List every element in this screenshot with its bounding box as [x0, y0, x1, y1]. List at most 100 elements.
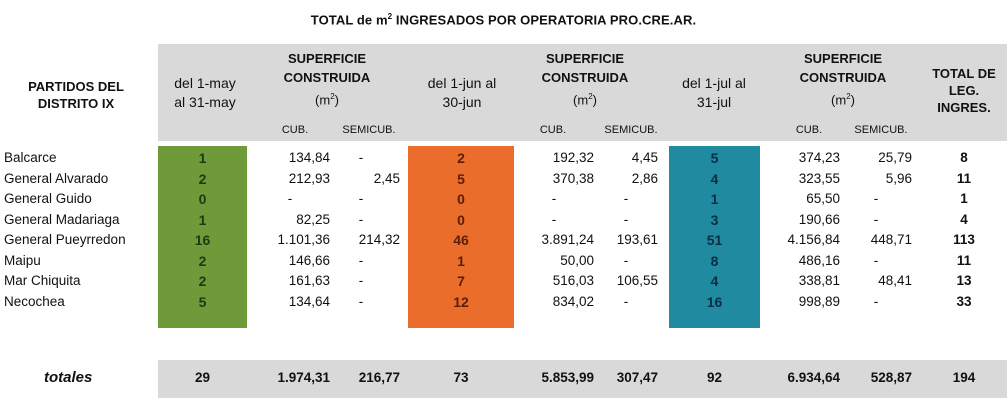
jul-cub-cell: 338,81	[798, 273, 840, 288]
jul-cub-cell: 190,66	[798, 211, 840, 227]
totals-jul-count: 92	[706, 370, 723, 385]
jul-count-cell: 16	[706, 293, 723, 310]
jun-count-column	[408, 146, 514, 328]
jul-semicub-cell: -	[873, 191, 879, 206]
total-cell: 4	[960, 211, 968, 227]
totals-jun-semicub: 307,47	[616, 370, 658, 385]
header-band	[158, 44, 1007, 141]
may-cub-cell: 1.101,36	[277, 232, 330, 247]
may-count-cell: 2	[198, 170, 207, 187]
may-semicub-cell: -	[358, 211, 364, 227]
jul-cub-cell: 998,89	[798, 293, 840, 309]
jul-semicub-cell: -	[873, 252, 879, 268]
may-count-cell: 0	[198, 191, 207, 207]
total-cell: 13	[956, 273, 972, 288]
may-semicub-cell: 214,32	[358, 232, 400, 247]
partido-cell: Balcarce	[4, 150, 57, 165]
may-cub-cell: 146,66	[288, 252, 330, 268]
jul-cub-cell: 65,50	[806, 191, 840, 206]
jul-cub-cell: 374,23	[798, 150, 840, 165]
jul-count-column	[669, 146, 760, 328]
jun-semicub-cell: -	[623, 211, 629, 227]
partido-cell: General Guido	[4, 191, 92, 206]
jul-semicub-cell: 25,79	[878, 150, 912, 165]
header-period-jun: del 1-jun al 30-jun	[427, 75, 497, 110]
header-semicub-jun: SEMICUB.	[604, 124, 658, 136]
jul-count-cell: 8	[710, 252, 719, 269]
may-cub-cell: 212,93	[288, 170, 330, 186]
may-count-cell: 16	[194, 232, 211, 248]
jul-semicub-cell: -	[873, 211, 879, 227]
total-cell: 11	[956, 170, 972, 186]
jun-semicub-cell: 2,86	[631, 170, 658, 186]
may-semicub-cell: -	[358, 273, 364, 288]
total-cell: 113	[953, 232, 975, 247]
totals-may-semicub: 216,77	[358, 370, 400, 385]
may-semicub-cell: -	[358, 191, 364, 206]
totals-label: totales	[44, 369, 93, 386]
jun-count-cell: 2	[457, 150, 465, 166]
may-cub-cell: 134,84	[288, 150, 330, 165]
jul-count-cell: 51	[706, 232, 723, 248]
jul-count-cell: 1	[710, 191, 719, 207]
jul-semicub-cell: 5,96	[885, 170, 912, 186]
jun-cub-cell: 370,38	[552, 170, 594, 186]
jul-semicub-cell: 448,71	[870, 232, 912, 247]
partido-cell: General Alvarado	[4, 170, 109, 186]
header-semicub-may: SEMICUB.	[342, 124, 396, 136]
header-cub-may: CUB.	[281, 124, 309, 136]
totals-band	[158, 360, 1007, 398]
jun-count-cell: 0	[457, 191, 465, 207]
totals-may-count: 29	[194, 370, 211, 385]
jun-cub-cell: 834,02	[552, 293, 594, 309]
partido-cell: Necochea	[4, 293, 65, 309]
header-total: TOTAL DE LEG. INGRES.	[932, 66, 996, 115]
totals-jun-cub: 5.853,99	[541, 370, 594, 385]
may-cub-cell: 134,64	[288, 293, 330, 309]
jun-count-cell: 5	[457, 170, 465, 187]
may-semicub-cell: -	[358, 293, 364, 309]
may-cub-cell: -	[287, 191, 293, 206]
may-count-cell: 5	[198, 293, 207, 310]
jul-cub-cell: 486,16	[798, 252, 840, 268]
jun-semicub-cell: -	[623, 191, 629, 206]
may-count-cell: 1	[198, 211, 207, 228]
header-partidos: PARTIDOS DEL DISTRITO IX	[28, 79, 124, 111]
totals-total: 194	[952, 370, 976, 385]
total-cell: 8	[960, 150, 968, 165]
jun-count-cell: 7	[457, 273, 465, 289]
jun-semicub-cell: 4,45	[631, 150, 658, 165]
may-semicub-cell: -	[358, 150, 364, 165]
jun-cub-cell: 516,03	[552, 273, 594, 288]
header-superficie-jul: SUPERFICIE CONSTRUIDA (m2)	[799, 51, 887, 108]
jun-count-cell: 12	[453, 293, 469, 310]
header-semicub-jul: SEMICUB.	[854, 124, 908, 136]
table-title: TOTAL de m2 INGRESADOS POR OPERATORIA PR…	[310, 12, 697, 28]
jul-count-cell: 4	[710, 273, 719, 289]
may-semicub-cell: 2,45	[373, 170, 400, 186]
jul-cub-cell: 323,55	[798, 170, 840, 186]
header-cub-jul: CUB.	[795, 124, 823, 136]
jun-cub-cell: -	[551, 191, 557, 206]
partido-cell: Maipu	[4, 252, 41, 268]
may-count-cell: 2	[198, 273, 207, 289]
jul-cub-cell: 4.156,84	[787, 232, 840, 247]
partido-cell: General Madariaga	[4, 211, 120, 227]
jul-count-cell: 4	[710, 170, 719, 187]
totals-jul-cub: 6.934,64	[787, 370, 840, 385]
jun-semicub-cell: 106,55	[616, 273, 658, 288]
jul-semicub-cell: 48,41	[878, 273, 912, 288]
jun-count-cell: 46	[453, 232, 469, 248]
header-superficie-jun: SUPERFICIE CONSTRUIDA (m2)	[541, 51, 629, 108]
total-cell: 11	[956, 252, 972, 268]
jun-cub-cell: 192,32	[552, 150, 594, 165]
jun-cub-cell: -	[551, 211, 557, 227]
jun-count-cell: 1	[457, 252, 465, 269]
jun-count-cell: 0	[457, 211, 465, 228]
jun-semicub-cell: 193,61	[616, 232, 658, 247]
may-count-cell: 1	[198, 150, 207, 166]
totals-jun-count: 73	[453, 370, 469, 385]
total-cell: 1	[960, 191, 968, 206]
may-cub-cell: 82,25	[296, 211, 330, 227]
partido-cell: General Pueyrredon	[4, 232, 126, 247]
